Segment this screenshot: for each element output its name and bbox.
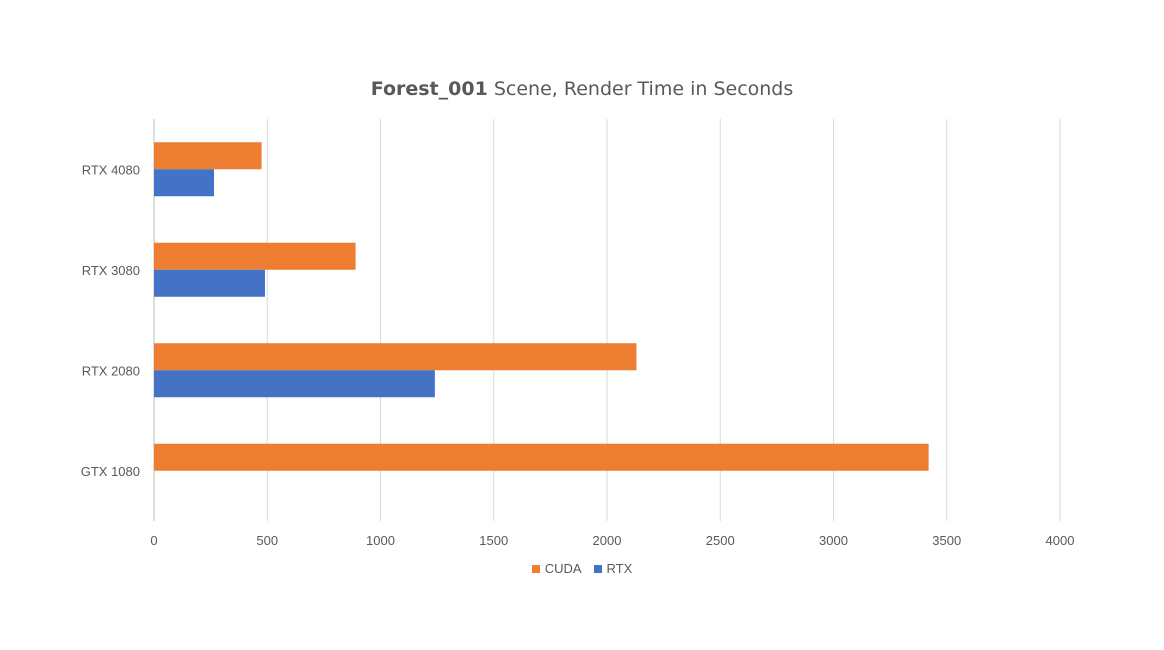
x-tick-label-1500: 1500 — [479, 533, 508, 548]
chart-title-bold: Forest_001 — [370, 78, 488, 100]
x-tick-label-3000: 3000 — [819, 533, 848, 548]
x-tick-label-0: 0 — [150, 533, 157, 548]
y-tick-label-gtx-1080: GTX 1080 — [81, 464, 140, 479]
legend-label-cuda: CUDA — [544, 561, 582, 576]
x-tick-label-2000: 2000 — [593, 533, 622, 548]
legend-swatch-rtx — [593, 564, 602, 573]
x-tick-label-2500: 2500 — [706, 533, 735, 548]
bar-cuda-rtx-4080 — [154, 142, 262, 170]
y-tick-label-rtx-3080: RTX 3080 — [82, 263, 140, 278]
bar-cuda-rtx-2080 — [154, 343, 637, 371]
bar-cuda-gtx-1080 — [154, 443, 929, 471]
legend-item-cuda: CUDA — [531, 561, 582, 576]
legend-label-rtx: RTX — [606, 561, 633, 576]
x-tick-label-1000: 1000 — [366, 533, 395, 548]
bar-rtx-rtx-3080 — [154, 269, 265, 297]
y-tick-label-rtx-4080: RTX 4080 — [82, 162, 140, 177]
chart-title-rest: Scene, Render Time in Seconds — [487, 78, 794, 100]
bar-cuda-rtx-3080 — [154, 242, 356, 270]
x-tick-label-3500: 3500 — [932, 533, 961, 548]
bar-rtx-rtx-4080 — [154, 169, 215, 197]
legend: CUDA RTX — [0, 561, 1164, 576]
x-tick-label-4000: 4000 — [1046, 533, 1075, 548]
legend-swatch-cuda — [531, 564, 540, 573]
legend-item-rtx: RTX — [593, 561, 633, 576]
y-tick-label-rtx-2080: RTX 2080 — [82, 363, 140, 378]
bar-rtx-rtx-2080 — [154, 370, 435, 398]
chart-title: Forest_001 Scene, Render Time in Seconds — [0, 78, 1164, 100]
x-tick-label-500: 500 — [256, 533, 278, 548]
